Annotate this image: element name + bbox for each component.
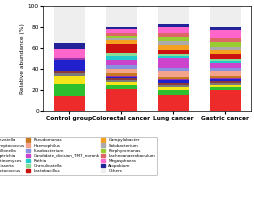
Bar — [210, 42, 241, 47]
Bar — [158, 71, 189, 77]
Bar — [158, 45, 189, 50]
Bar — [158, 42, 189, 45]
Y-axis label: Relative abundance (%): Relative abundance (%) — [20, 23, 25, 94]
Bar — [106, 89, 137, 111]
Bar — [106, 35, 137, 38]
Bar — [54, 76, 85, 84]
Bar — [210, 81, 241, 83]
Bar — [106, 29, 137, 33]
Bar — [158, 95, 189, 111]
Bar — [106, 38, 137, 40]
Bar — [54, 60, 85, 71]
Bar — [158, 79, 189, 80]
Bar — [210, 63, 241, 68]
Bar — [106, 80, 137, 82]
Bar — [158, 80, 189, 83]
Bar — [158, 50, 189, 54]
Bar — [158, 87, 189, 90]
Bar — [210, 90, 241, 111]
Bar — [106, 56, 137, 60]
Bar — [158, 27, 189, 33]
Bar — [210, 83, 241, 85]
Bar — [54, 58, 85, 60]
Bar — [106, 85, 137, 89]
Bar — [106, 73, 137, 76]
Legend: Prevotella, Streptococcus, Veillonella, Leptrichia, Actinomyces, Neisseria, Lact: Prevotella, Streptococcus, Veillonella, … — [0, 137, 157, 175]
Bar — [106, 33, 137, 35]
Bar — [158, 33, 189, 37]
Bar — [158, 37, 189, 42]
Bar — [158, 68, 189, 71]
Bar — [210, 68, 241, 71]
Bar — [106, 40, 137, 44]
Bar — [158, 85, 189, 87]
Bar — [54, 96, 85, 111]
Bar — [210, 79, 241, 81]
Bar — [158, 6, 189, 24]
Bar — [106, 65, 137, 69]
Bar — [106, 77, 137, 78]
Bar — [210, 38, 241, 42]
Bar — [106, 6, 137, 27]
Bar — [54, 71, 85, 73]
Bar — [210, 76, 241, 78]
Bar — [106, 78, 137, 80]
Bar — [210, 78, 241, 79]
Bar — [54, 84, 85, 96]
Bar — [106, 44, 137, 53]
Bar — [210, 50, 241, 55]
Bar — [210, 27, 241, 30]
Bar — [210, 61, 241, 63]
Bar — [210, 47, 241, 50]
Bar — [54, 73, 85, 76]
Bar — [106, 60, 137, 65]
Bar — [210, 30, 241, 38]
Bar — [158, 24, 189, 27]
Bar — [210, 87, 241, 90]
Bar — [210, 71, 241, 76]
Bar — [210, 6, 241, 27]
Bar — [210, 55, 241, 59]
Bar — [106, 69, 137, 73]
Bar — [210, 59, 241, 61]
Bar — [158, 56, 189, 58]
Bar — [106, 53, 137, 56]
Bar — [158, 90, 189, 95]
Bar — [210, 85, 241, 87]
Bar — [158, 58, 189, 68]
Bar — [106, 82, 137, 85]
Bar — [158, 83, 189, 85]
Bar — [158, 54, 189, 56]
Bar — [54, 49, 85, 58]
Bar — [54, 43, 85, 49]
Bar — [106, 27, 137, 29]
Bar — [106, 76, 137, 77]
Bar — [54, 6, 85, 43]
Bar — [158, 77, 189, 79]
